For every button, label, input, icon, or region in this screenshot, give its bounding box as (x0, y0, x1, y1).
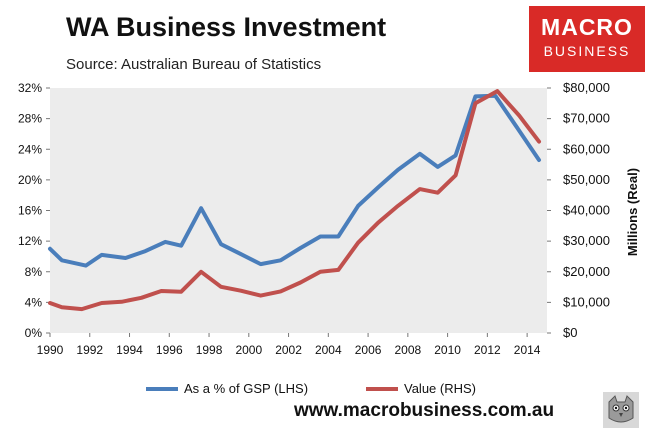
left-tick-label: 28% (18, 112, 42, 126)
plot-area (50, 88, 547, 333)
footer-url: www.macrobusiness.com.au (294, 400, 555, 421)
x-tick-label: 2000 (235, 343, 262, 357)
x-tick-label: 1994 (116, 343, 143, 357)
series-line-gsp (48, 93, 541, 268)
legend-item-value: Value (RHS) (366, 381, 476, 396)
legend-item-gsp: As a % of GSP (LHS) (146, 381, 308, 396)
left-tick-label: 8% (25, 265, 43, 279)
logo-line-2: BUSINESS (543, 43, 631, 59)
chart-subtitle: Source: Australian Bureau of Statistics (66, 56, 322, 73)
right-tick-label: $70,000 (563, 111, 610, 126)
x-tick-label: 1990 (37, 343, 64, 357)
series-line-value (48, 89, 541, 312)
right-tick-label: $60,000 (563, 141, 610, 156)
right-tick-label: $50,000 (563, 172, 610, 187)
right-tick-label: $0 (563, 325, 577, 340)
right-tick-label: $40,000 (563, 203, 610, 218)
owl-icon (603, 392, 639, 428)
x-tick-label: 2012 (474, 343, 501, 357)
left-tick-label: 4% (25, 295, 43, 309)
x-tick-label: 1998 (196, 343, 223, 357)
legend-label-gsp: As a % of GSP (LHS) (184, 381, 309, 396)
logo-line-1: MACRO (541, 14, 633, 40)
x-tick-label: 2002 (275, 343, 302, 357)
legend-swatch-value (366, 386, 398, 391)
left-tick-label: 16% (18, 204, 42, 218)
right-axis: $0 $10,000 $20,000 $30,000 $40,000 $50,000 $60… (547, 80, 610, 340)
left-tick-label: 24% (18, 142, 42, 156)
left-tick-label: 12% (18, 234, 42, 248)
left-tick-label: 32% (18, 81, 42, 95)
right-axis-label: Millions (Real) (625, 168, 640, 256)
legend-swatch-gsp (146, 386, 178, 391)
right-tick-label: $80,000 (563, 80, 610, 95)
macrobusiness-logo: MACRO BUSINESS (529, 6, 645, 72)
left-axis: 0% 4% 8% 12% 16% 20% 24% 28% 32% (18, 81, 50, 340)
x-axis: 1990 1992 1994 1996 1998 2000 2002 2004 2006 2008… (37, 333, 541, 357)
x-tick-label: 2010 (434, 343, 461, 357)
right-tick-label: $30,000 (563, 233, 610, 248)
legend-label-value: Value (RHS) (404, 381, 477, 396)
right-tick-label: $10,000 (563, 294, 610, 309)
x-tick-label: 2006 (355, 343, 382, 357)
series-group (48, 89, 541, 312)
x-tick-label: 2004 (315, 343, 342, 357)
chart-title: WA Business Investment (66, 12, 387, 42)
x-tick-label: 2008 (394, 343, 421, 357)
x-tick-label: 2014 (514, 343, 541, 357)
x-tick-label: 1996 (156, 343, 183, 357)
left-tick-label: 0% (25, 326, 43, 340)
left-tick-label: 20% (18, 173, 42, 187)
x-tick-label: 1992 (76, 343, 103, 357)
right-tick-label: $20,000 (563, 264, 610, 279)
